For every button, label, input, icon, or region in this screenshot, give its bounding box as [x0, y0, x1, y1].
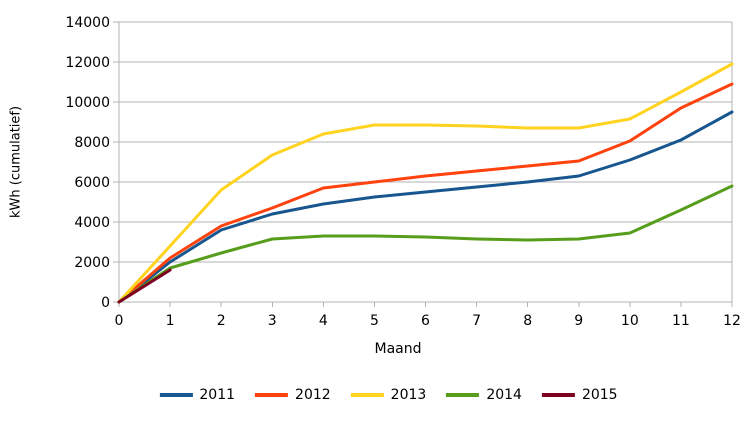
- x-tick-label-7: 7: [472, 313, 481, 329]
- series-line-2014: [117, 184, 734, 304]
- legend-label-2012: 2012: [295, 387, 331, 403]
- legend-item-2014: 2014: [446, 388, 522, 402]
- x-tick-label-0: 0: [115, 313, 124, 329]
- x-tick-label-2: 2: [217, 313, 226, 329]
- legend-label-2015: 2015: [581, 387, 618, 403]
- series-line-2011: [117, 110, 734, 304]
- series-line-2015: [117, 268, 172, 304]
- legend-item-2015: 2015: [541, 387, 618, 403]
- y-tick-label-10000: 10000: [65, 95, 110, 111]
- legend-swatch-2012: [255, 393, 289, 397]
- y-tick-label-6000: 6000: [74, 175, 110, 191]
- y-tick-label-12000: 12000: [65, 55, 110, 71]
- x-tick-label-10: 10: [621, 313, 639, 329]
- y-tick-label-8000: 8000: [74, 135, 110, 151]
- x-tick-label-12: 12: [723, 313, 741, 329]
- x-tick-label-3: 3: [268, 313, 277, 329]
- x-axis-title: Maand: [374, 341, 422, 357]
- x-tick-label-8: 8: [523, 313, 532, 329]
- legend-label-2011: 2011: [199, 387, 236, 403]
- x-tick-label-9: 9: [574, 313, 583, 329]
- x-tick-label-1: 1: [166, 313, 175, 329]
- x-tick-label-6: 6: [421, 313, 430, 329]
- x-tick-label-5: 5: [370, 313, 379, 329]
- y-tick-label-14000: 14000: [65, 15, 110, 31]
- legend-item-2013: 2013: [350, 387, 427, 403]
- legend: 2011 2012 2013 2014 2015: [159, 387, 618, 403]
- x-tick-label-4: 4: [319, 313, 328, 329]
- legend-swatch-2011: [159, 393, 193, 397]
- y-axis-title: kWh (cumulatief): [8, 105, 24, 219]
- series-line-2012: [117, 82, 734, 304]
- y-tick-label-2000: 2000: [74, 255, 110, 271]
- legend-label-2014: 2014: [486, 387, 522, 403]
- legend-item-2011: 2011: [159, 388, 235, 402]
- legend-label-2013: 2013: [390, 387, 427, 403]
- y-tick-label-0: 0: [101, 295, 110, 311]
- y-tick-label-4000: 4000: [74, 215, 110, 231]
- x-tick-label-11: 11: [672, 313, 690, 329]
- series-line-2013: [117, 62, 734, 304]
- legend-item-2012: 2012: [255, 388, 331, 402]
- legend-swatch-2015: [541, 393, 575, 397]
- legend-swatch-2013: [350, 393, 384, 397]
- legend-swatch-2014: [446, 393, 480, 397]
